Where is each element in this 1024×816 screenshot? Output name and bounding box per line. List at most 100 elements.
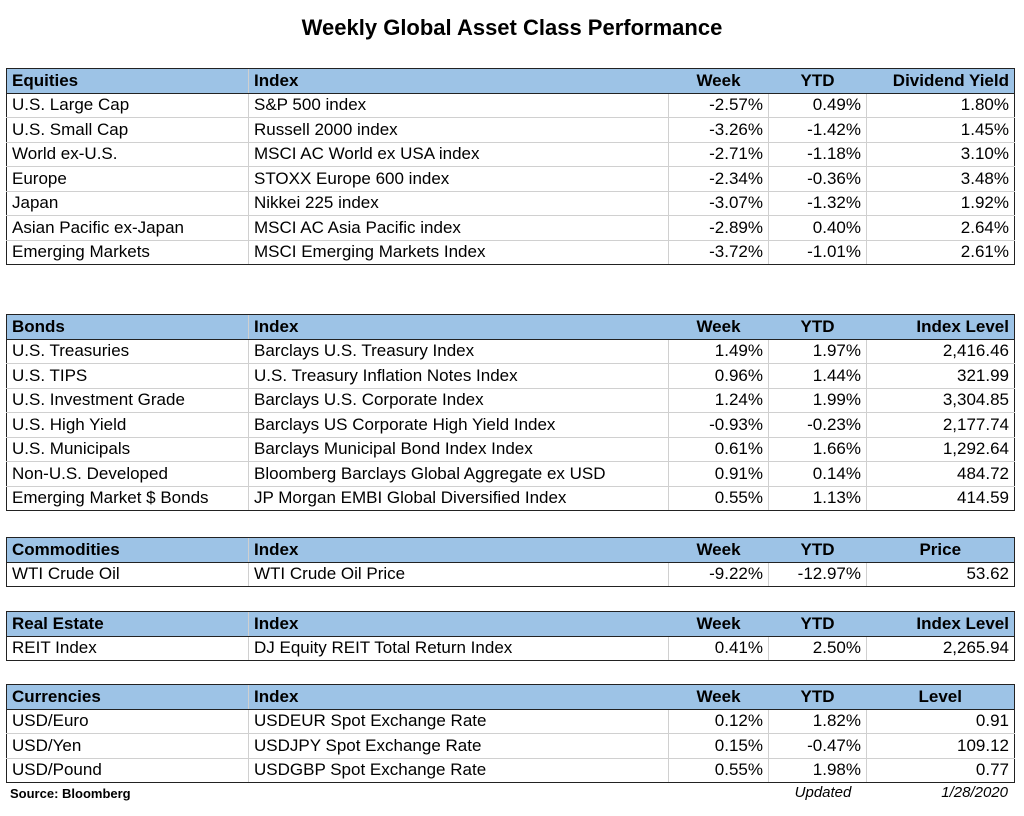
index-name-cell: Barclays U.S. Corporate Index [248, 388, 669, 413]
asset-class-cell: USD/Pound [6, 758, 249, 783]
asset-class-cell: Europe [6, 166, 249, 192]
source-note: Source: Bloomberg [10, 786, 131, 801]
index-name-cell: STOXX Europe 600 index [248, 166, 669, 192]
asset-class-cell: U.S. Large Cap [6, 93, 249, 118]
section-label: Equities [6, 68, 249, 94]
table-row: World ex-U.S. MSCI AC World ex USA index… [6, 142, 1015, 167]
table-row: USD/Euro USDEUR Spot Exchange Rate 0.12%… [6, 709, 1015, 734]
table-row: Europe STOXX Europe 600 index -2.34% -0.… [6, 166, 1015, 192]
page-title: Weekly Global Asset Class Performance [301, 15, 723, 40]
index-name-cell: DJ Equity REIT Total Return Index [248, 636, 669, 661]
asset-class-cell: U.S. Small Cap [6, 117, 249, 143]
index-name-cell: Barclays US Corporate High Yield Index [248, 412, 669, 438]
table-row: Japan Nikkei 225 index -3.07% -1.32% 1.9… [6, 191, 1015, 216]
value-cell: 1.92% [866, 191, 1015, 216]
value-cell: 3.48% [866, 166, 1015, 192]
value-cell: 1.80% [866, 93, 1015, 118]
asset-class-cell: Emerging Market $ Bonds [6, 486, 249, 511]
asset-class-cell: REIT Index [6, 636, 249, 661]
ytd-cell: -0.23% [768, 412, 867, 438]
column-header-ytd: YTD [768, 684, 867, 710]
index-name-cell: Bloomberg Barclays Global Aggregate ex U… [248, 461, 669, 487]
asset-class-cell: Asian Pacific ex-Japan [6, 215, 249, 241]
column-header-ytd: YTD [768, 537, 867, 563]
ytd-cell: -1.42% [768, 117, 867, 143]
table-row: U.S. Municipals Barclays Municipal Bond … [6, 437, 1015, 462]
value-cell: 0.91 [866, 709, 1015, 734]
asset-class-cell: U.S. Municipals [6, 437, 249, 462]
ytd-cell: -0.36% [768, 166, 867, 192]
ytd-cell: -0.47% [768, 733, 867, 759]
section-label: Real Estate [6, 611, 249, 637]
asset-class-cell: U.S. High Yield [6, 412, 249, 438]
column-header-week: Week [668, 314, 769, 340]
week-cell: -2.71% [668, 142, 769, 167]
value-cell: 2.64% [866, 215, 1015, 241]
ytd-cell: 1.98% [768, 758, 867, 783]
value-cell: 414.59 [866, 486, 1015, 511]
table-row: U.S. Large Cap S&P 500 index -2.57% 0.49… [6, 93, 1015, 118]
week-cell: -2.34% [668, 166, 769, 192]
index-name-cell: MSCI Emerging Markets Index [248, 240, 669, 265]
week-cell: 0.15% [668, 733, 769, 759]
value-cell: 2,177.74 [866, 412, 1015, 438]
column-header-index: Index [248, 68, 669, 94]
table-row: Emerging Markets MSCI Emerging Markets I… [6, 240, 1015, 265]
table-row: U.S. Treasuries Barclays U.S. Treasury I… [6, 339, 1015, 364]
ytd-cell: -1.18% [768, 142, 867, 167]
bonds-header-row: Bonds Index Week YTD Index Level [6, 314, 1015, 340]
ytd-cell: 1.13% [768, 486, 867, 511]
real-estate-table: Real Estate Index Week YTD Index Level R… [6, 611, 1015, 661]
currencies-header-row: Currencies Index Week YTD Level [6, 684, 1015, 710]
week-cell: 0.96% [668, 363, 769, 389]
value-cell: 2.61% [866, 240, 1015, 265]
week-cell: 0.55% [668, 758, 769, 783]
currencies-table: Currencies Index Week YTD Level USD/Euro… [6, 684, 1015, 783]
column-header-week: Week [668, 537, 769, 563]
index-name-cell: Russell 2000 index [248, 117, 669, 143]
value-cell: 0.77 [866, 758, 1015, 783]
column-header-ytd: YTD [768, 68, 867, 94]
asset-class-cell: World ex-U.S. [6, 142, 249, 167]
column-header-index: Index [248, 611, 669, 637]
value-cell: 2,265.94 [866, 636, 1015, 661]
index-name-cell: U.S. Treasury Inflation Notes Index [248, 363, 669, 389]
commodities-table: Commodities Index Week YTD Price WTI Cru… [6, 537, 1015, 587]
index-name-cell: S&P 500 index [248, 93, 669, 118]
column-header-ytd: YTD [768, 314, 867, 340]
index-name-cell: MSCI AC World ex USA index [248, 142, 669, 167]
week-cell: -3.72% [668, 240, 769, 265]
asset-class-cell: Japan [6, 191, 249, 216]
index-name-cell: MSCI AC Asia Pacific index [248, 215, 669, 241]
column-header-week: Week [668, 68, 769, 94]
table-row: Non-U.S. Developed Bloomberg Barclays Gl… [6, 461, 1015, 487]
index-name-cell: WTI Crude Oil Price [248, 562, 669, 587]
index-name-cell: JP Morgan EMBI Global Diversified Index [248, 486, 669, 511]
week-cell: 1.49% [668, 339, 769, 364]
column-header-ytd: YTD [768, 611, 867, 637]
ytd-cell: -1.32% [768, 191, 867, 216]
table-row: U.S. High Yield Barclays US Corporate Hi… [6, 412, 1015, 438]
ytd-cell: 1.99% [768, 388, 867, 413]
column-header-index-level: Index Level [866, 611, 1015, 637]
ytd-cell: 0.49% [768, 93, 867, 118]
table-row: REIT Index DJ Equity REIT Total Return I… [6, 636, 1015, 661]
week-cell: 0.61% [668, 437, 769, 462]
week-cell: 0.91% [668, 461, 769, 487]
updated-date: 1/28/2020 [941, 784, 1008, 801]
table-row: USD/Pound USDGBP Spot Exchange Rate 0.55… [6, 758, 1015, 783]
real-estate-header-row: Real Estate Index Week YTD Index Level [6, 611, 1015, 637]
asset-class-cell: WTI Crude Oil [6, 562, 249, 587]
value-cell: 3.10% [866, 142, 1015, 167]
column-header-week: Week [668, 684, 769, 710]
ytd-cell: 1.44% [768, 363, 867, 389]
ytd-cell: 1.97% [768, 339, 867, 364]
footer: Source: Bloomberg Updated 1/28/2020 [6, 783, 1014, 805]
index-name-cell: Barclays U.S. Treasury Index [248, 339, 669, 364]
asset-class-cell: USD/Yen [6, 733, 249, 759]
value-cell: 53.62 [866, 562, 1015, 587]
week-cell: 0.12% [668, 709, 769, 734]
column-header-index: Index [248, 684, 669, 710]
table-row: USD/Yen USDJPY Spot Exchange Rate 0.15% … [6, 733, 1015, 759]
table-row: Asian Pacific ex-Japan MSCI AC Asia Paci… [6, 215, 1015, 241]
